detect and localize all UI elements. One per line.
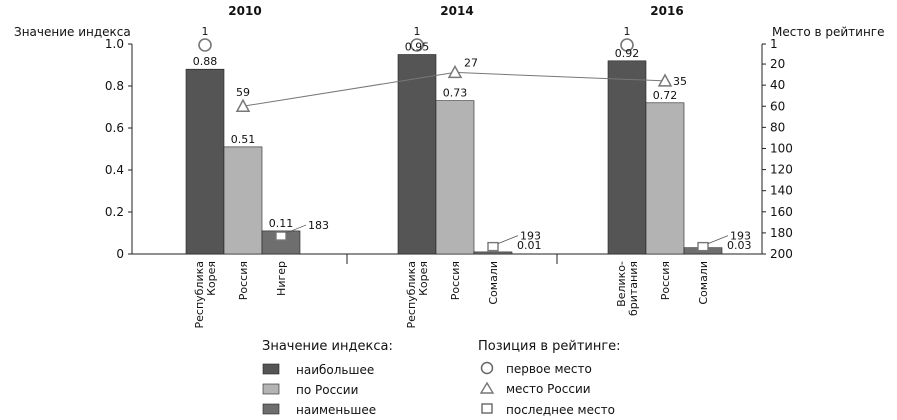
last-place-label: 183	[308, 219, 329, 232]
russia-rank-marker	[657, 73, 673, 87]
category-label: Россия	[237, 261, 250, 300]
right-tick-label: 40	[770, 78, 785, 92]
year-label: 2010	[228, 4, 261, 18]
right-tick-label: 180	[770, 226, 793, 240]
right-tick-label: 60	[770, 99, 785, 113]
last-place-marker	[487, 241, 499, 252]
legend-item-first-place: первое место	[506, 362, 592, 376]
right-tick-label: 120	[770, 163, 793, 177]
category-label: Сомали	[697, 261, 710, 305]
bar-lowest	[261, 230, 301, 255]
right-tick-label: 1	[770, 37, 778, 51]
legend-item-russia-place: место России	[506, 382, 591, 396]
last-place-marker	[275, 231, 287, 241]
data-label: 0.72	[653, 89, 678, 102]
data-label: 0.03	[727, 239, 752, 252]
bar-lowest	[473, 251, 513, 255]
first-place-marker	[198, 38, 212, 52]
category-label: Россия	[449, 261, 462, 300]
legend-triangle-icon	[479, 381, 495, 394]
legend-item-russia: по России	[296, 383, 358, 397]
right-tick-label: 200	[770, 247, 793, 261]
year-label: 2016	[650, 4, 683, 18]
legend-swatch-russia	[262, 383, 280, 395]
bar-highest	[607, 60, 647, 255]
last-place-leader	[707, 235, 729, 244]
data-label: 0.01	[517, 239, 542, 252]
russia-rank-label: 35	[673, 75, 687, 88]
bar-russia	[645, 102, 685, 255]
bar-highest	[185, 68, 225, 255]
right-tick-label: 20	[770, 57, 785, 71]
last-place-leader	[285, 224, 307, 234]
category-label: Нигер	[275, 261, 288, 296]
first-place-label: 1	[202, 25, 209, 38]
legend: Значение индекса: наибольшее по России н…	[262, 339, 621, 417]
data-label: 0.95	[405, 41, 430, 54]
bar-highest	[397, 54, 437, 255]
left-axis-label: Значение индекса	[14, 25, 131, 39]
category-label: РеспубликаКорея	[193, 261, 218, 329]
russia-rank-marker	[447, 64, 463, 79]
left-tick-label: 0	[116, 247, 124, 261]
right-tick-label: 160	[770, 205, 793, 219]
first-place-label: 1	[414, 25, 421, 38]
right-tick-label: 100	[770, 141, 793, 155]
legend-swatch-lowest	[262, 403, 280, 415]
bar-russia	[223, 146, 263, 255]
right-tick-label: 80	[770, 120, 785, 134]
left-tick-label: 0.8	[105, 79, 124, 93]
rank-overlay	[198, 38, 729, 252]
last-place-marker	[697, 241, 709, 252]
category-label: Россия	[659, 261, 672, 300]
left-tick-label: 0.2	[105, 205, 124, 219]
right-tick-label: 140	[770, 184, 793, 198]
data-label: 0.51	[231, 133, 256, 146]
data-label: 0.92	[615, 47, 640, 60]
russia-rank-marker	[235, 98, 251, 112]
bars	[185, 54, 723, 255]
data-labels: 2010 0.88 0.51 РеспубликаКорея Россия Нигер 1 1…	[193, 4, 752, 329]
first-place-marker	[620, 38, 634, 52]
category-label: Сомали	[487, 261, 500, 305]
last-place-label: 193	[730, 230, 751, 243]
legend-circle-icon	[480, 361, 494, 375]
year-label: 2014	[440, 4, 473, 18]
russia-rank-label: 59	[236, 86, 250, 99]
legend-right-title: Позиция в рейтинге:	[478, 339, 621, 354]
left-tick-label: 0.6	[105, 121, 124, 135]
data-label: 0.11	[269, 217, 294, 230]
data-label: 0.88	[193, 55, 218, 68]
first-place-marker	[410, 38, 424, 52]
category-label: РеспубликаКорея	[405, 261, 430, 329]
data-label: 0.73	[443, 87, 468, 100]
legend-item-lowest: наименьшее	[296, 403, 376, 417]
left-tick-label: 0.4	[105, 163, 124, 177]
legend-left-title: Значение индекса:	[262, 339, 393, 354]
last-place-label: 193	[520, 230, 541, 243]
first-place-label: 1	[624, 25, 631, 38]
axes: 00.20.40.60.81.0 120406080100120140160180…	[105, 37, 793, 264]
right-axis-label: Место в рейтинге	[772, 25, 885, 39]
legend-swatch-highest	[262, 363, 280, 375]
left-tick-label: 1.0	[105, 37, 124, 51]
legend-item-last-place: последнее место	[506, 403, 615, 417]
category-label: Велико-британия	[615, 261, 640, 316]
last-place-leader	[497, 235, 519, 244]
bar-russia	[435, 100, 475, 255]
legend-square-icon	[481, 403, 493, 414]
legend-item-highest: наибольшее	[296, 363, 374, 377]
russia-rank-label: 27	[464, 56, 478, 69]
